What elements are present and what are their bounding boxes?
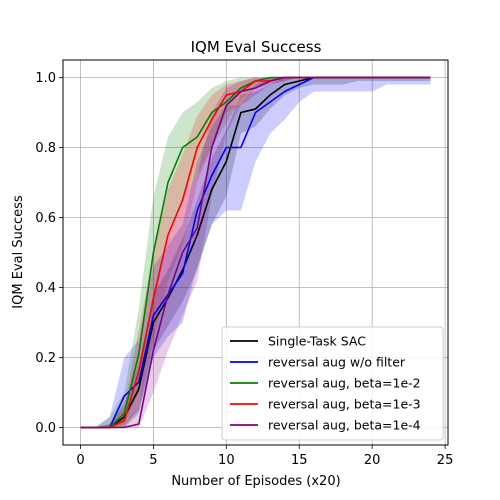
x-tick-label: 15	[291, 453, 308, 468]
y-tick-label: 0.4	[35, 281, 56, 296]
plot-frame	[62, 59, 449, 446]
y-tick-label: 0.6	[35, 211, 56, 226]
band-reversal-aug-beta-1e-4	[80, 77, 431, 428]
y-tick-label: 1.0	[35, 71, 56, 86]
chart-title: IQM Eval Success	[191, 38, 322, 56]
x-tick-label: 0	[76, 453, 84, 468]
x-tick-label: 10	[218, 453, 235, 468]
legend-label-reversal-aug-beta-1e-2: reversal aug, beta=1e-2	[268, 376, 421, 391]
x-tick-label: 5	[149, 453, 157, 468]
x-tick-label: 25	[437, 453, 454, 468]
axis-ticks: 0 5 10 15 20 25 0.0 0.2 0.4 0.6 0.8 1.0	[35, 71, 453, 468]
legend-label-reversal-aug-beta-1e-3: reversal aug, beta=1e-3	[268, 397, 421, 412]
confidence-bands	[80, 77, 431, 428]
band-reversal-aug-beta-1e-2	[80, 77, 431, 428]
legend-box	[221, 326, 444, 441]
y-tick-label: 0.0	[35, 421, 56, 436]
band-reversal-aug-w-o-filter	[80, 77, 431, 428]
legend-label-reversal-aug-w-o-filter: reversal aug w/o filter	[268, 355, 406, 370]
y-tick-label: 0.2	[35, 351, 56, 366]
series-lines	[80, 76, 431, 429]
y-axis-label: IQM Eval Success	[11, 195, 26, 309]
legend: Single-Task SAC reversal aug w/o filter re…	[221, 326, 444, 441]
x-tick-label: 20	[364, 453, 381, 468]
y-tick-label: 0.8	[35, 141, 56, 156]
line-reversal-aug-beta-1e-4	[80, 76, 431, 429]
x-axis-label: Number of Episodes (x20)	[171, 474, 340, 489]
legend-label-single-task-sac: Single-Task SAC	[268, 334, 366, 349]
legend-label-reversal-aug-beta-1e-4: reversal aug, beta=1e-4	[268, 418, 421, 433]
